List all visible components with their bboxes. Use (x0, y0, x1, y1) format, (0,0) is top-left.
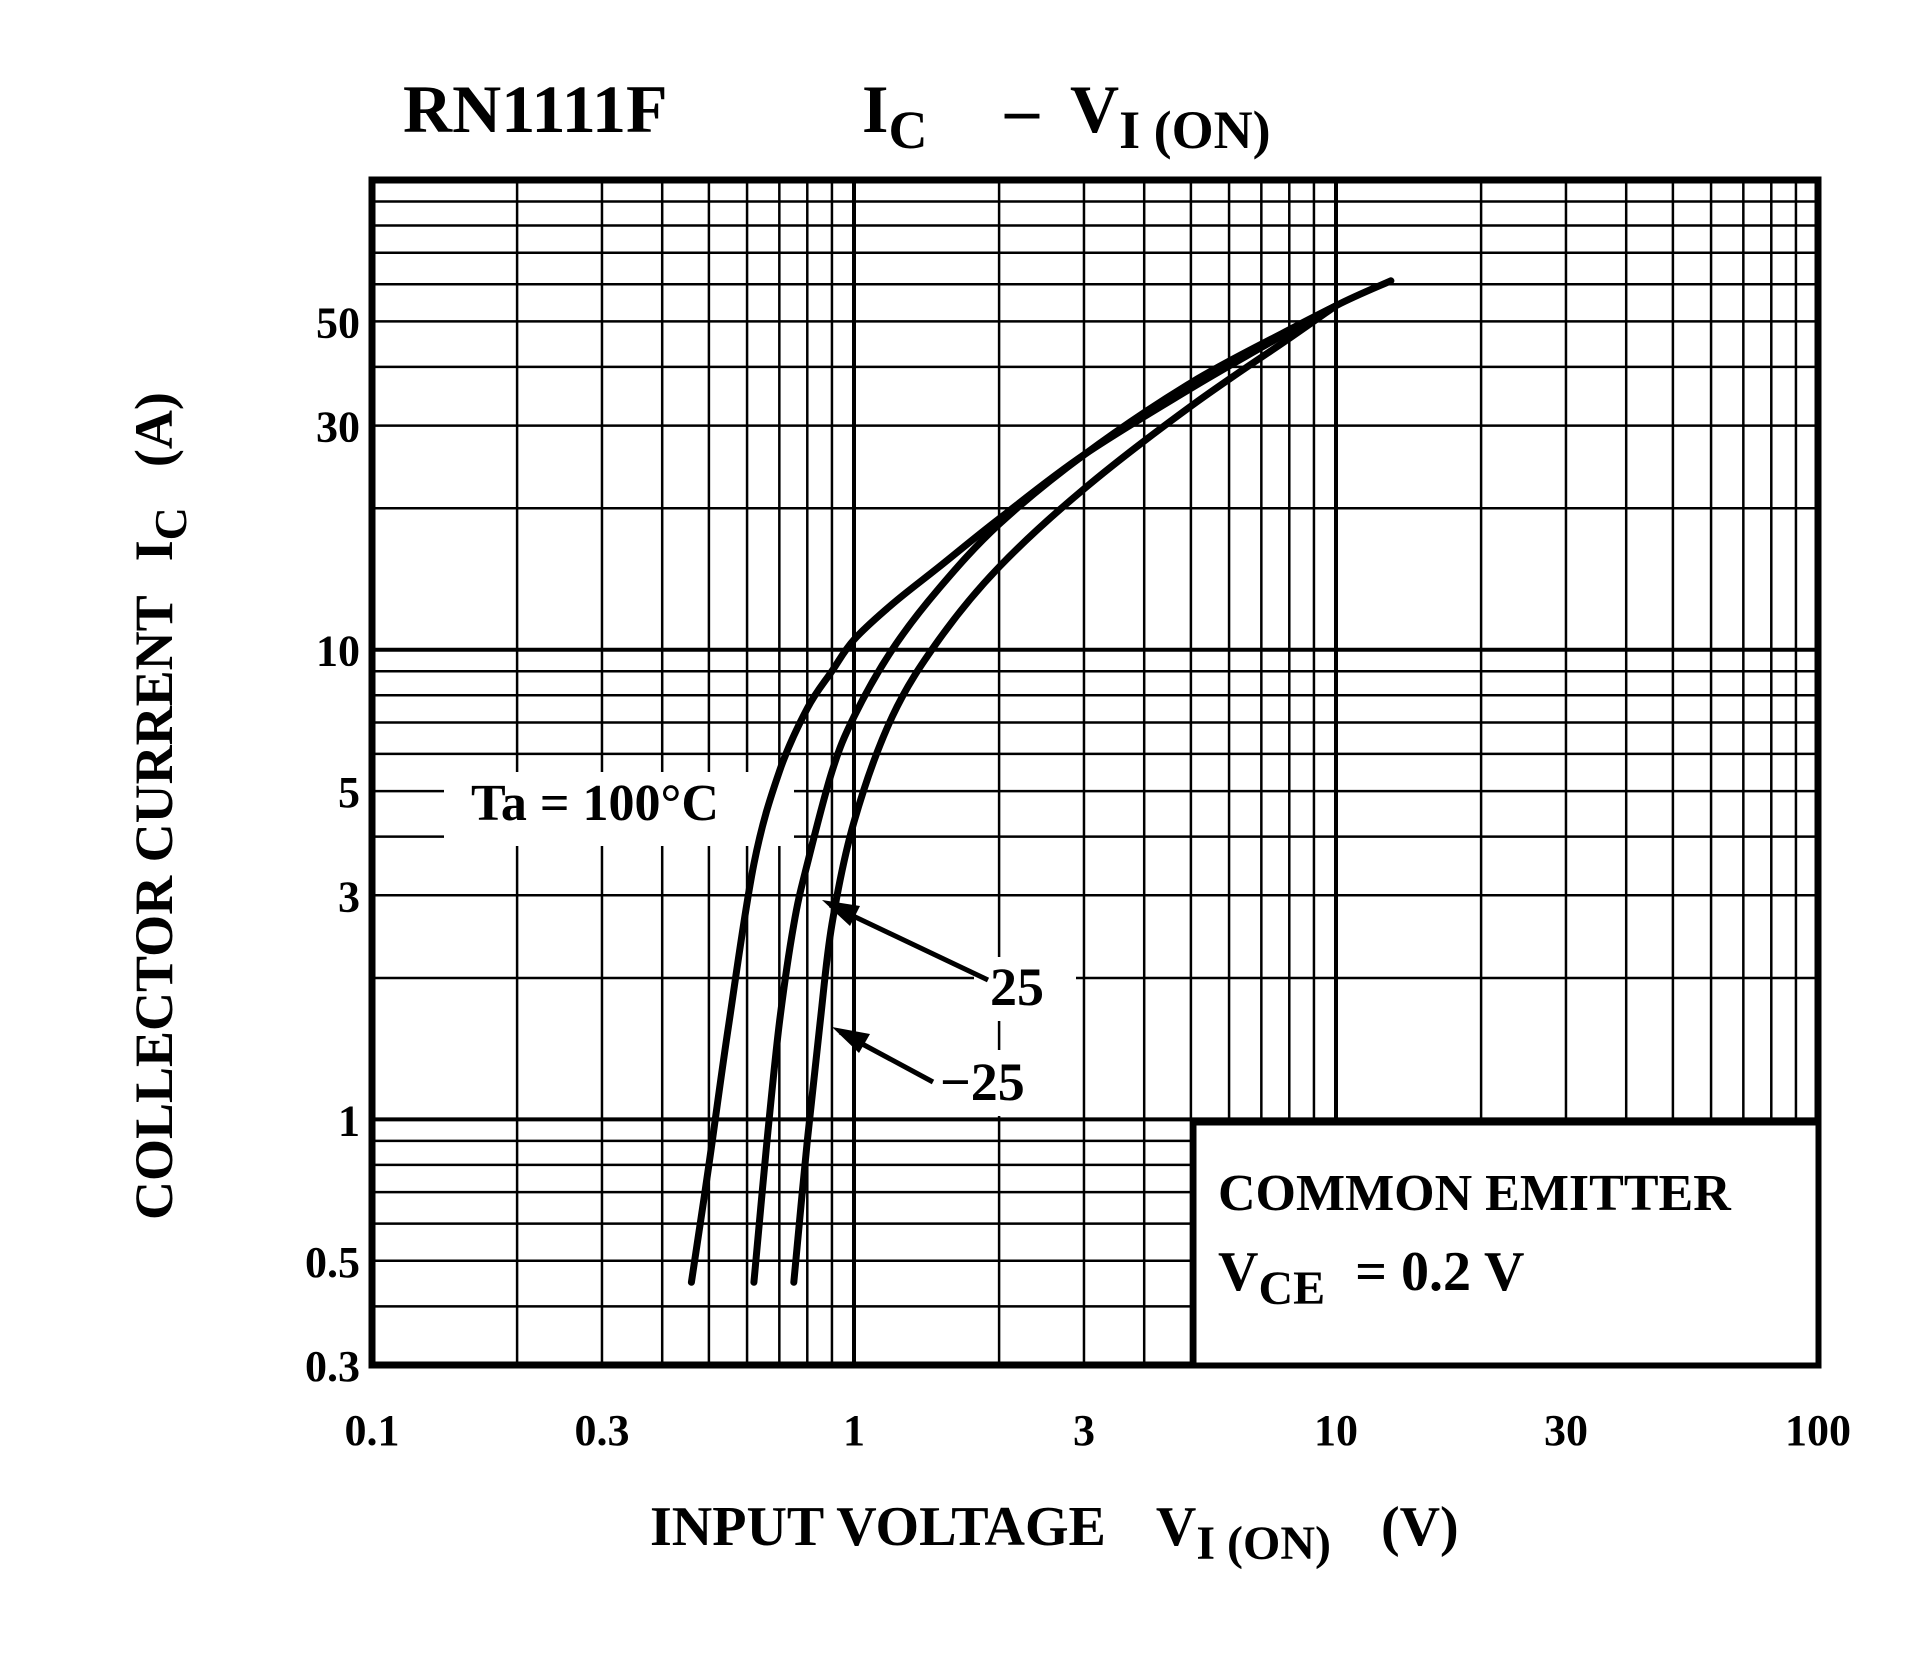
curve-ta-minus-25 (790, 302, 1340, 1286)
x-tick-labels: 0.1 0.3 1 3 10 30 100 (345, 1406, 1852, 1455)
chart-title-device: RN1111F (403, 71, 668, 147)
label-ta-100: Ta = 100°C (471, 775, 719, 832)
x-tick-label: 30 (1544, 1406, 1588, 1455)
plot-frame (368, 176, 1822, 1369)
label-minus-25: −25 (940, 1052, 1025, 1112)
y-tick-label: 3 (338, 872, 360, 921)
y-tick-label: 1 (338, 1096, 360, 1145)
curve-ta-25 (750, 302, 1340, 1286)
common-emitter-label: COMMON EMITTER (1218, 1165, 1732, 1222)
label-25: 25 (990, 957, 1044, 1017)
vce-label: VCE = 0.2 V (1218, 1241, 1524, 1315)
y-axis-label-sym: I (124, 540, 184, 561)
curve-layer (687, 277, 1395, 1286)
label-100-bg (444, 772, 794, 846)
title-vi-sub: I (ON) (1119, 100, 1270, 160)
arrowhead-25 (822, 900, 860, 926)
label-25-bg (974, 957, 1076, 1021)
x-axis-title: INPUT VOLTAGE VI (ON) (V) (650, 1496, 1459, 1570)
title-ic-main: I (862, 71, 888, 147)
x-tick-label: 100 (1785, 1406, 1851, 1455)
chart-title-vi: VI (ON) (1070, 71, 1271, 160)
x-tick-label: 1 (843, 1406, 865, 1455)
y-axis-title: COLLECTOR CURRENT IC (A) (124, 392, 196, 1220)
chart-title-ic: IC (862, 71, 927, 160)
x-tick-label: 0.1 (345, 1406, 400, 1455)
y-tick-label: 10 (316, 627, 360, 676)
y-tick-label: 5 (338, 768, 360, 817)
y-tick-label: 0.5 (305, 1238, 360, 1287)
x-tick-label: 0.3 (574, 1406, 629, 1455)
y-axis-label-sub: C (145, 507, 196, 540)
vce-sym: V (1218, 1241, 1258, 1303)
arrowhead-minus-25 (832, 1027, 870, 1053)
vce-value: = 0.2 V (1355, 1241, 1524, 1303)
y-tick-label: 30 (316, 403, 360, 452)
x-axis-label-sym: V (1156, 1496, 1196, 1558)
y-axis-label-text: COLLECTOR CURRENT (124, 595, 184, 1220)
chart-title-dash: – (1004, 71, 1040, 147)
x-tick-label: 3 (1073, 1406, 1095, 1455)
vce-sub: CE (1258, 1262, 1325, 1315)
x-axis-label-unit: (V) (1381, 1496, 1459, 1558)
title-vi-main: V (1070, 71, 1119, 147)
y-tick-label: 50 (316, 298, 360, 347)
y-axis-label-unit: (A) (124, 392, 184, 467)
legend-box (1191, 1120, 1821, 1368)
x-tick-label: 10 (1314, 1406, 1358, 1455)
leader-25 (828, 902, 990, 983)
curve-ta-100 (687, 277, 1395, 1286)
y-tick-labels: 0.3 0.5 1 3 5 10 30 50 (305, 298, 360, 1391)
y-tick-label: 0.3 (305, 1342, 360, 1391)
title-ic-sub: C (888, 100, 927, 160)
label-m25-bg (935, 1050, 1065, 1116)
x-axis-label-text: INPUT VOLTAGE (650, 1496, 1106, 1558)
x-axis-label-sub: I (ON) (1196, 1517, 1331, 1570)
